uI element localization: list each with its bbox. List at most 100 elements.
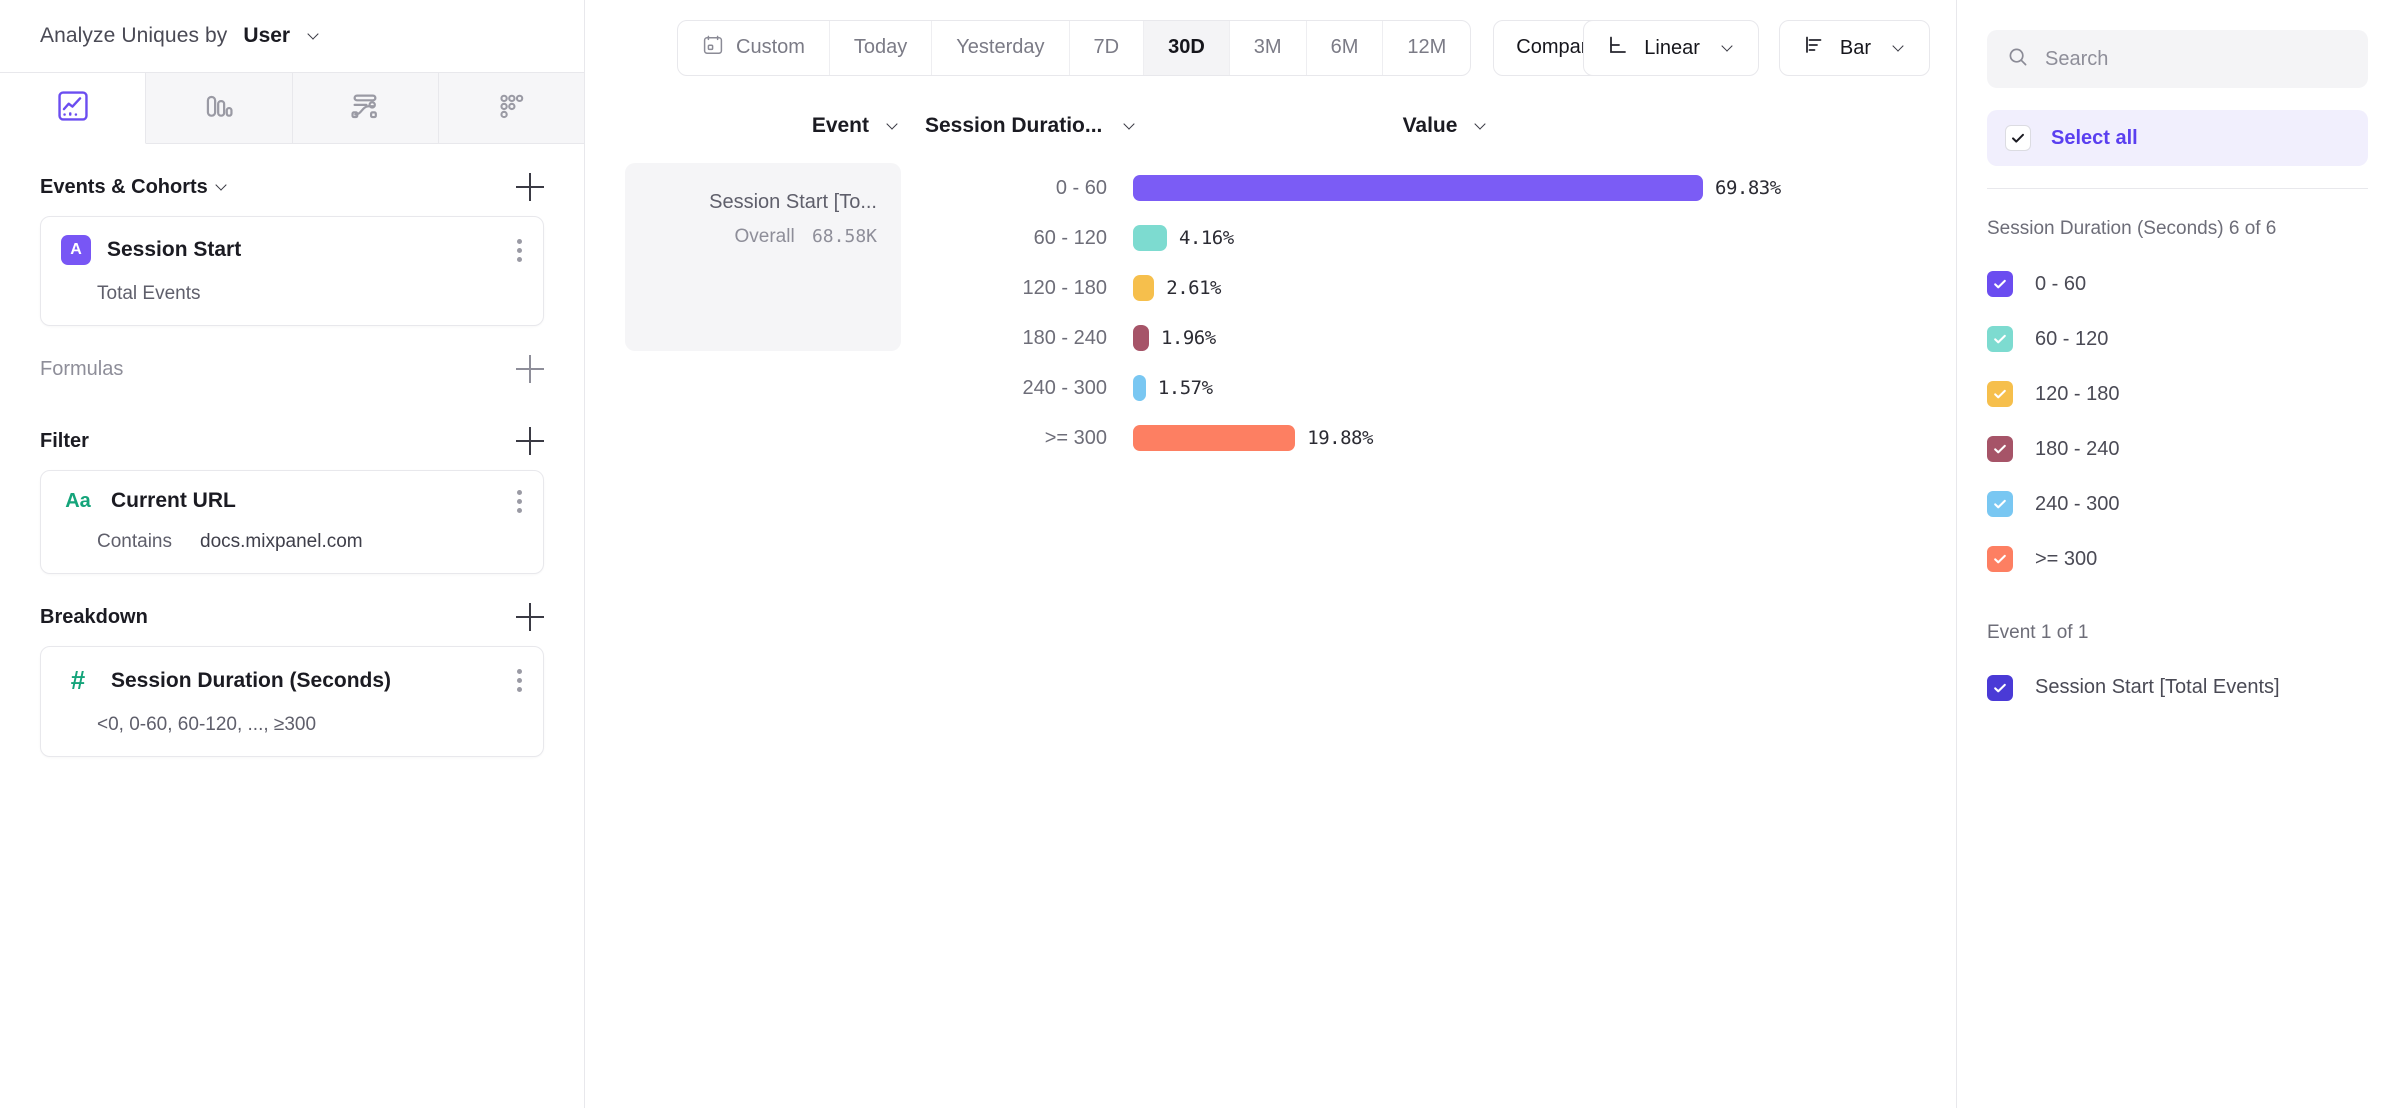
- breakdown-option[interactable]: 60 - 120: [1987, 326, 2368, 353]
- section-formulas: Formulas: [0, 340, 584, 398]
- bar-segment[interactable]: [1133, 275, 1155, 301]
- date-range-3m[interactable]: 3M: [1230, 20, 1307, 75]
- column-header-value[interactable]: Value: [1163, 114, 1729, 138]
- chevron-down-icon[interactable]: [1475, 119, 1489, 133]
- breakdown-option[interactable]: 120 - 180: [1987, 381, 2368, 408]
- breakdown-option-label: >= 300: [2035, 547, 2098, 570]
- breakdown-option[interactable]: >= 300: [1987, 546, 2368, 573]
- date-range-12m[interactable]: 12M: [1407, 36, 1447, 58]
- select-all-label: Select all: [2051, 126, 2138, 149]
- section-title: Filter: [40, 429, 89, 452]
- tab-bar-chart[interactable]: [146, 73, 293, 144]
- select-all-checkbox[interactable]: [2005, 125, 2031, 151]
- event-summary-name: Session Start [To...: [709, 191, 877, 213]
- breakdown-checkbox[interactable]: [1987, 491, 2013, 518]
- date-range-6m[interactable]: 6M: [1307, 20, 1384, 75]
- chart-type-selector[interactable]: Bar: [1778, 20, 1930, 76]
- breakdown-checkbox[interactable]: [1987, 546, 2013, 573]
- date-range-7d[interactable]: 7D: [1070, 20, 1145, 75]
- bar-row[interactable]: >= 300 19.88%: [901, 413, 1956, 463]
- chevron-down-icon[interactable]: [216, 180, 230, 194]
- bar-row[interactable]: 240 - 300 1.57%: [901, 363, 1956, 413]
- bar-row[interactable]: 0 - 60 69.83%: [901, 163, 1956, 213]
- select-all-row[interactable]: Select all: [1987, 110, 2368, 166]
- bar-segment[interactable]: [1133, 425, 1296, 451]
- section-header: Breakdown: [40, 588, 544, 646]
- bar-row[interactable]: 180 - 240 1.96%: [901, 313, 1956, 363]
- chart-toolbar: Custom Today Yesterday 7D 30D 3M 6M 12M …: [585, 0, 1956, 95]
- check-icon: [1994, 334, 2006, 344]
- date-range-today[interactable]: Today: [830, 20, 933, 75]
- add-formula-button[interactable]: [516, 355, 544, 383]
- kebab-menu-icon[interactable]: [517, 669, 523, 692]
- column-header-breakdown[interactable]: Session Duratio...: [901, 114, 1163, 138]
- add-breakdown-button[interactable]: [516, 603, 544, 631]
- scale-selector[interactable]: Linear: [1583, 20, 1759, 76]
- chevron-down-icon[interactable]: [308, 29, 322, 43]
- chevron-down-icon[interactable]: [1893, 41, 1907, 55]
- chart-body: Session Start [To... Overall 68.58K 0 - …: [585, 163, 1956, 493]
- section-title: Breakdown: [40, 605, 148, 628]
- chevron-down-icon[interactable]: [887, 119, 901, 133]
- analyze-value[interactable]: User: [243, 24, 291, 47]
- date-range-30d[interactable]: 30D: [1144, 20, 1230, 75]
- tab-flow[interactable]: [292, 73, 439, 144]
- breakdown-option[interactable]: 180 - 240: [1987, 436, 2368, 463]
- analyze-label: Analyze Uniques by: [40, 24, 228, 47]
- column-header-event[interactable]: Event: [585, 114, 901, 138]
- bar-value-label: 69.83%: [1715, 177, 1781, 199]
- breakdown-checkbox[interactable]: [1987, 271, 2013, 298]
- event-group-label: Event 1 of 1: [1987, 621, 2089, 643]
- date-range-yesterday[interactable]: Yesterday: [932, 20, 1070, 75]
- bar-segment[interactable]: [1133, 325, 1149, 351]
- search-icon: [2007, 46, 2029, 73]
- bar-row-label: 120 - 180: [1022, 276, 1107, 299]
- breakdown-option[interactable]: 0 - 60: [1987, 271, 2368, 298]
- chevron-down-icon[interactable]: [1124, 119, 1138, 133]
- kebab-menu-icon[interactable]: [517, 238, 523, 262]
- chevron-down-icon[interactable]: [1722, 41, 1736, 55]
- breakdown-card[interactable]: # Session Duration (Seconds) <0, 0-60, 6…: [40, 646, 544, 757]
- date-range-selector: Custom Today Yesterday 7D 30D 3M 6M 12M: [677, 19, 1472, 76]
- breakdown-checkbox[interactable]: [1987, 326, 2013, 353]
- check-icon: [1994, 499, 2006, 509]
- breakdown-options-list: 0 - 60 60 - 120 120 - 180 180 - 240 240 - 30…: [1987, 271, 2368, 573]
- bar-value-label: 2.61%: [1166, 277, 1221, 299]
- bar-row[interactable]: 60 - 120 4.16%: [901, 213, 1956, 263]
- section-filter: Filter Aa Current URL Contains docs.mixp…: [0, 412, 584, 574]
- column-header-breakdown-label: Session Duratio...: [925, 114, 1103, 137]
- right-legend-panel: Search Select all Session Duration (Seco…: [1956, 0, 2398, 1108]
- chart-options: Linear Bar: [1583, 20, 1930, 76]
- bar-row-label: 180 - 240: [1022, 326, 1107, 349]
- event-summary-cell[interactable]: Session Start [To... Overall 68.58K: [625, 163, 901, 351]
- section-header: Events & Cohorts: [40, 158, 544, 216]
- panel-divider: [1987, 188, 2368, 189]
- search-input[interactable]: Search: [1987, 30, 2368, 88]
- main-content: Custom Today Yesterday 7D 30D 3M 6M 12M …: [585, 0, 1956, 1108]
- bar-segment[interactable]: [1133, 225, 1167, 251]
- filter-card[interactable]: Aa Current URL Contains docs.mixpanel.co…: [40, 470, 544, 574]
- check-icon: [2012, 133, 2024, 143]
- section-title: Events & Cohorts: [40, 175, 208, 198]
- bar-segment[interactable]: [1133, 375, 1146, 401]
- event-card[interactable]: A Session Start Total Events: [40, 216, 544, 326]
- section-breakdown: Breakdown # Session Duration (Seconds) <…: [0, 588, 584, 757]
- kebab-menu-icon[interactable]: [517, 489, 523, 513]
- add-event-button[interactable]: [516, 173, 544, 201]
- tab-line-chart[interactable]: [0, 73, 147, 144]
- breakdown-option[interactable]: 240 - 300: [1987, 491, 2368, 518]
- bar-row-label: >= 300: [1044, 426, 1107, 449]
- breakdown-checkbox[interactable]: [1987, 381, 2013, 408]
- tab-dots-grid[interactable]: [438, 73, 584, 144]
- bar-row-label: 240 - 300: [1022, 376, 1107, 399]
- breakdown-checkbox[interactable]: [1987, 436, 2013, 463]
- date-range-custom[interactable]: Custom: [678, 20, 830, 75]
- event-option[interactable]: Session Start [Total Events]: [1987, 674, 2368, 701]
- bar-segment[interactable]: [1133, 175, 1703, 201]
- event-checkbox[interactable]: [1987, 674, 2013, 701]
- line-chart-icon: [56, 89, 90, 128]
- bar-row[interactable]: 120 - 180 2.61%: [901, 263, 1956, 313]
- chart-column-headers: Event Session Duratio... Value: [585, 95, 1956, 157]
- add-filter-button[interactable]: [516, 427, 544, 455]
- bar-list-icon: [1802, 33, 1826, 63]
